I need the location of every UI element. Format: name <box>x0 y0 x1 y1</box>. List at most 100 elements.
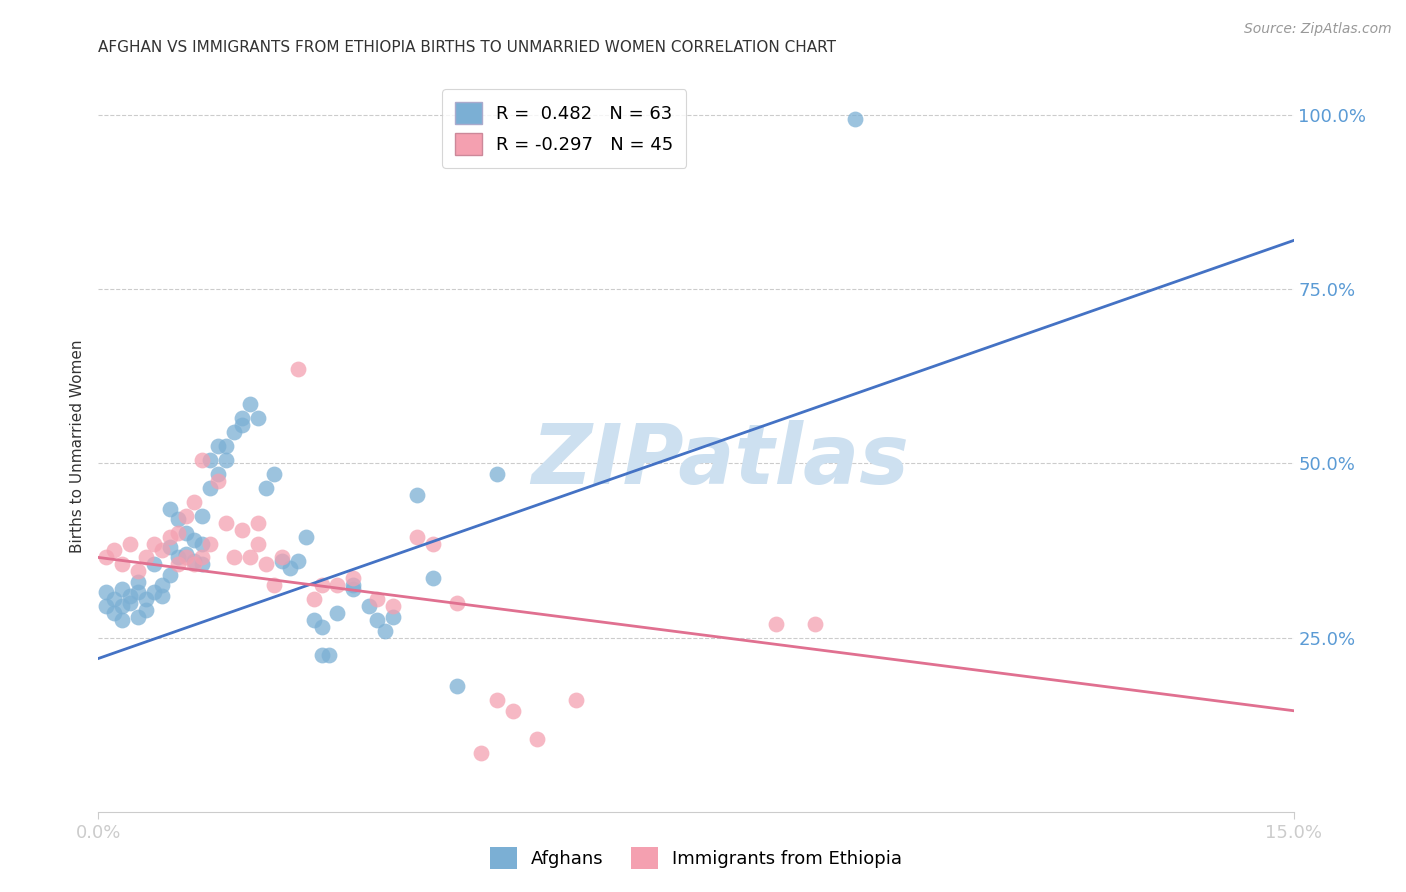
Legend: Afghans, Immigrants from Ethiopia: Afghans, Immigrants from Ethiopia <box>482 839 910 876</box>
Point <box>270 554 292 568</box>
Point <box>263 578 285 592</box>
Point <box>565 693 588 707</box>
Point <box>254 481 277 495</box>
Text: ZIPatlas: ZIPatlas <box>531 420 908 501</box>
Point <box>207 439 229 453</box>
Point <box>103 543 125 558</box>
Point <box>159 530 181 544</box>
Point <box>326 606 349 620</box>
Text: Source: ZipAtlas.com: Source: ZipAtlas.com <box>1244 22 1392 37</box>
Point <box>239 397 262 411</box>
Point <box>167 558 190 572</box>
Point <box>183 554 205 568</box>
Point <box>804 616 827 631</box>
Point <box>191 536 214 550</box>
Point <box>174 547 197 561</box>
Point <box>485 467 508 481</box>
Point <box>191 508 214 523</box>
Y-axis label: Births to Unmarried Women: Births to Unmarried Women <box>70 339 86 553</box>
Point <box>135 550 157 565</box>
Point <box>302 613 325 627</box>
Point <box>150 543 173 558</box>
Point <box>342 578 364 592</box>
Point <box>231 418 253 433</box>
Point <box>96 550 118 565</box>
Point <box>207 467 229 481</box>
Point <box>111 613 134 627</box>
Point <box>246 536 269 550</box>
Point <box>127 609 149 624</box>
Point <box>198 481 221 495</box>
Point <box>120 589 142 603</box>
Point <box>502 704 524 718</box>
Point <box>231 523 253 537</box>
Point <box>183 533 205 547</box>
Point <box>318 648 340 662</box>
Point <box>287 362 309 376</box>
Point <box>120 596 142 610</box>
Point <box>120 536 142 550</box>
Point <box>470 746 492 760</box>
Point <box>183 558 205 572</box>
Point <box>191 453 214 467</box>
Point <box>326 578 349 592</box>
Point <box>422 571 444 585</box>
Point <box>311 620 333 634</box>
Point <box>198 453 221 467</box>
Point <box>167 550 190 565</box>
Point <box>342 571 364 585</box>
Point <box>765 616 787 631</box>
Point <box>127 574 149 589</box>
Point <box>183 494 205 508</box>
Point <box>366 613 388 627</box>
Point <box>96 599 118 614</box>
Point <box>143 558 166 572</box>
Point <box>167 526 190 541</box>
Point <box>406 488 429 502</box>
Point <box>374 624 396 638</box>
Point <box>215 439 238 453</box>
Point <box>167 512 190 526</box>
Point <box>127 565 149 579</box>
Point <box>96 585 118 599</box>
Point <box>485 693 508 707</box>
Point <box>342 582 364 596</box>
Point <box>239 550 262 565</box>
Point <box>382 609 405 624</box>
Point <box>111 599 134 614</box>
Point <box>294 530 316 544</box>
Point <box>844 112 866 126</box>
Point <box>191 558 214 572</box>
Point <box>150 589 173 603</box>
Point <box>150 578 173 592</box>
Point <box>127 585 149 599</box>
Point <box>207 474 229 488</box>
Point <box>446 679 468 693</box>
Point <box>103 606 125 620</box>
Point <box>246 516 269 530</box>
Point <box>159 501 181 516</box>
Point <box>174 550 197 565</box>
Point <box>222 550 245 565</box>
Point <box>311 578 333 592</box>
Point <box>215 516 238 530</box>
Point <box>302 592 325 607</box>
Point <box>198 536 221 550</box>
Point <box>174 526 197 541</box>
Point <box>278 561 301 575</box>
Point <box>526 731 548 746</box>
Point <box>215 453 238 467</box>
Point <box>359 599 381 614</box>
Point <box>246 411 269 425</box>
Point <box>382 599 405 614</box>
Point <box>222 425 245 439</box>
Point <box>143 585 166 599</box>
Text: AFGHAN VS IMMIGRANTS FROM ETHIOPIA BIRTHS TO UNMARRIED WOMEN CORRELATION CHART: AFGHAN VS IMMIGRANTS FROM ETHIOPIA BIRTH… <box>98 40 837 55</box>
Point <box>191 550 214 565</box>
Point <box>159 567 181 582</box>
Point <box>263 467 285 481</box>
Point <box>311 648 333 662</box>
Point <box>174 508 197 523</box>
Point <box>422 536 444 550</box>
Point <box>446 596 468 610</box>
